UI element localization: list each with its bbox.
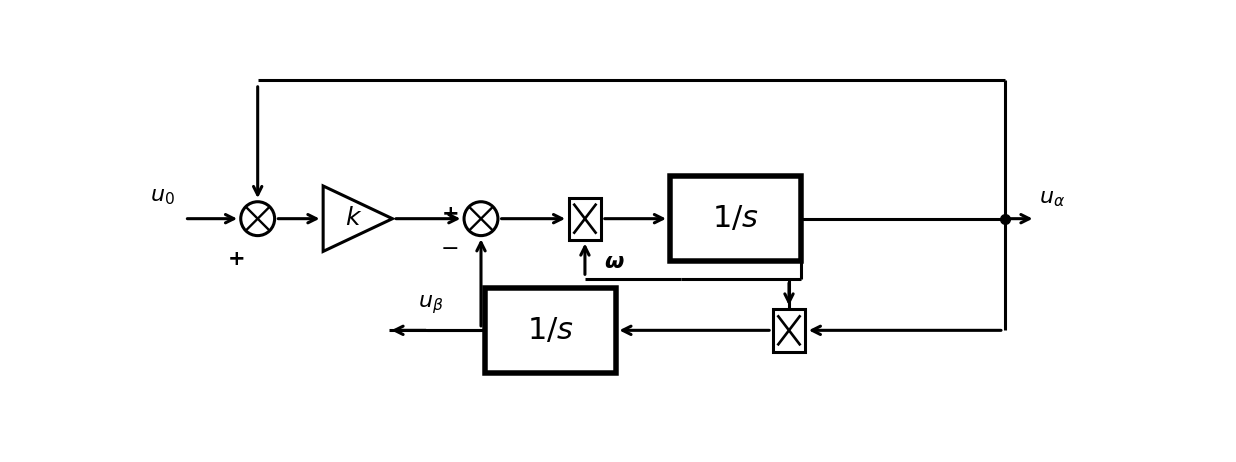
Bar [569, 198, 601, 240]
Text: $-$: $-$ [440, 237, 457, 257]
Bar [670, 176, 801, 261]
Bar [772, 309, 805, 352]
Bar [485, 288, 616, 373]
Text: $k$: $k$ [345, 207, 362, 230]
Text: +: + [441, 204, 459, 224]
Text: $\boldsymbol{u_\beta}$: $\boldsymbol{u_\beta}$ [418, 294, 444, 316]
Text: $\boldsymbol{u_0}$: $\boldsymbol{u_0}$ [151, 185, 176, 207]
Text: $1/s$: $1/s$ [527, 315, 574, 346]
Text: +: + [229, 249, 246, 269]
Text: $\boldsymbol{u_\alpha}$: $\boldsymbol{u_\alpha}$ [1039, 188, 1065, 209]
Text: $\boldsymbol{\omega}$: $\boldsymbol{\omega}$ [604, 250, 624, 273]
Text: $1/s$: $1/s$ [712, 203, 759, 234]
